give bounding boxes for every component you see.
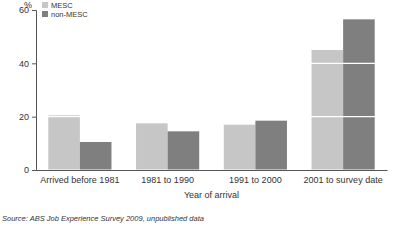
legend-item: MESC	[42, 1, 73, 10]
legend-label: non-MESC	[51, 10, 88, 19]
bar	[48, 115, 80, 170]
grid	[36, 10, 387, 170]
axis-line	[32, 11, 37, 171]
grid-line	[36, 63, 387, 64]
tick: 20	[19, 112, 36, 122]
tick-label: 40	[19, 59, 29, 69]
legend-swatch	[42, 2, 48, 8]
tick-mark	[32, 117, 36, 118]
bar	[224, 125, 256, 170]
tick: 40	[19, 59, 36, 69]
tick-mark	[32, 170, 36, 171]
bar	[80, 142, 112, 170]
tick-label: Arrived before 1981	[40, 175, 119, 185]
tick-mark	[32, 10, 36, 11]
legend-label: MESC	[51, 1, 73, 10]
grid-line	[36, 169, 387, 170]
tick: 1991 to 2000	[229, 170, 282, 185]
tick-mark	[32, 63, 36, 64]
bar	[312, 50, 344, 170]
bar	[168, 131, 200, 170]
grid-line	[36, 116, 387, 117]
grid-line	[36, 9, 387, 10]
tick: 0	[24, 165, 36, 175]
chart: 0204060Arrived before 19811981 to 199019…	[0, 0, 397, 227]
legend-item: non-MESC	[42, 10, 88, 19]
axis-line	[37, 170, 388, 171]
tick-label: 2001 to survey date	[304, 175, 383, 185]
bar	[343, 19, 375, 170]
tick-label: 1981 to 1990	[141, 175, 194, 185]
tick: 2001 to survey date	[304, 170, 383, 185]
bar	[136, 123, 168, 170]
annotation: Source: ABS Job Experience Survey 2009, …	[2, 214, 204, 223]
legend-swatch	[42, 11, 48, 17]
legend: MESCnon-MESC	[42, 1, 88, 19]
tick-label: 0	[24, 165, 29, 175]
tick-label: 20	[19, 112, 29, 122]
x-axis-title: Year of arrival	[184, 190, 239, 200]
bars	[48, 19, 374, 170]
y-axis-title: %	[24, 0, 32, 10]
x-axis: Arrived before 1981 1981 to 1990 1991 to 2…	[37, 170, 388, 185]
y-axis: 0204060	[19, 5, 37, 175]
tick-label: 1991 to 2000	[229, 175, 282, 185]
bar	[255, 121, 287, 170]
plot: 0204060Arrived before 19811981 to 199019…	[19, 5, 388, 185]
tick: Arrived before 1981	[40, 170, 119, 185]
tick: 1981 to 1990	[141, 170, 194, 185]
